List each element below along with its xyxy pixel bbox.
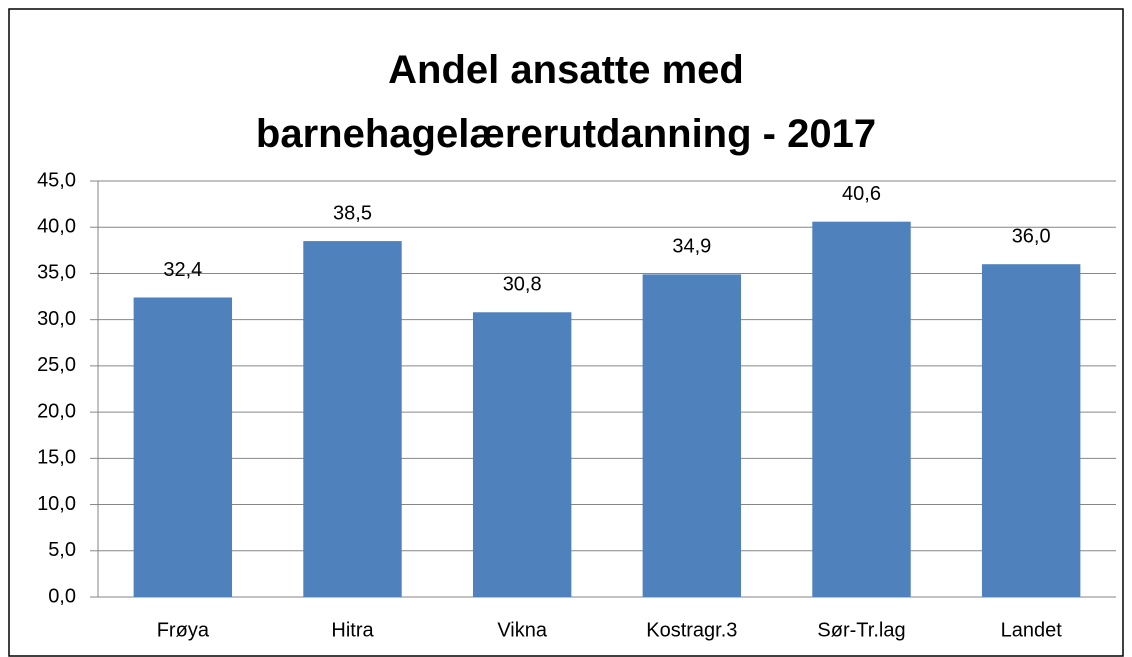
x-tick-label: Hitra	[331, 619, 374, 641]
y-tick-label: 5,0	[48, 539, 76, 561]
bar	[133, 297, 233, 597]
x-tick-label: Landet	[1001, 619, 1063, 641]
y-tick-label: 15,0	[37, 447, 76, 469]
chart-border	[8, 8, 1124, 657]
x-tick-label: Vikna	[497, 619, 548, 641]
bar	[812, 221, 911, 598]
data-label: 30,8	[503, 274, 542, 296]
bar	[472, 312, 572, 597]
data-label: 40,6	[842, 183, 881, 205]
y-tick-label: 0,0	[48, 585, 76, 607]
bar	[642, 274, 742, 597]
x-tick-label: Kostragr.3	[646, 619, 737, 641]
bar	[981, 264, 1081, 597]
data-label: 38,5	[333, 202, 372, 224]
y-tick-label: 40,0	[37, 216, 76, 238]
data-label: 34,9	[672, 236, 711, 258]
bar	[303, 241, 402, 598]
y-tick-label: 20,0	[37, 400, 76, 422]
data-label: 36,0	[1012, 225, 1051, 247]
chart-title: Andel ansatte med barnehagelærerutdannin…	[255, 48, 877, 156]
y-tick-label: 30,0	[37, 308, 76, 330]
x-tick-label: Frøya	[157, 619, 210, 641]
y-tick-label: 10,0	[37, 493, 76, 515]
y-tick-label: 45,0	[37, 169, 76, 191]
y-tick-label: 35,0	[37, 262, 76, 284]
data-label: 32,4	[163, 259, 202, 281]
x-tick-label: Sør-Tr.lag	[817, 619, 905, 641]
y-tick-label: 25,0	[37, 354, 76, 376]
